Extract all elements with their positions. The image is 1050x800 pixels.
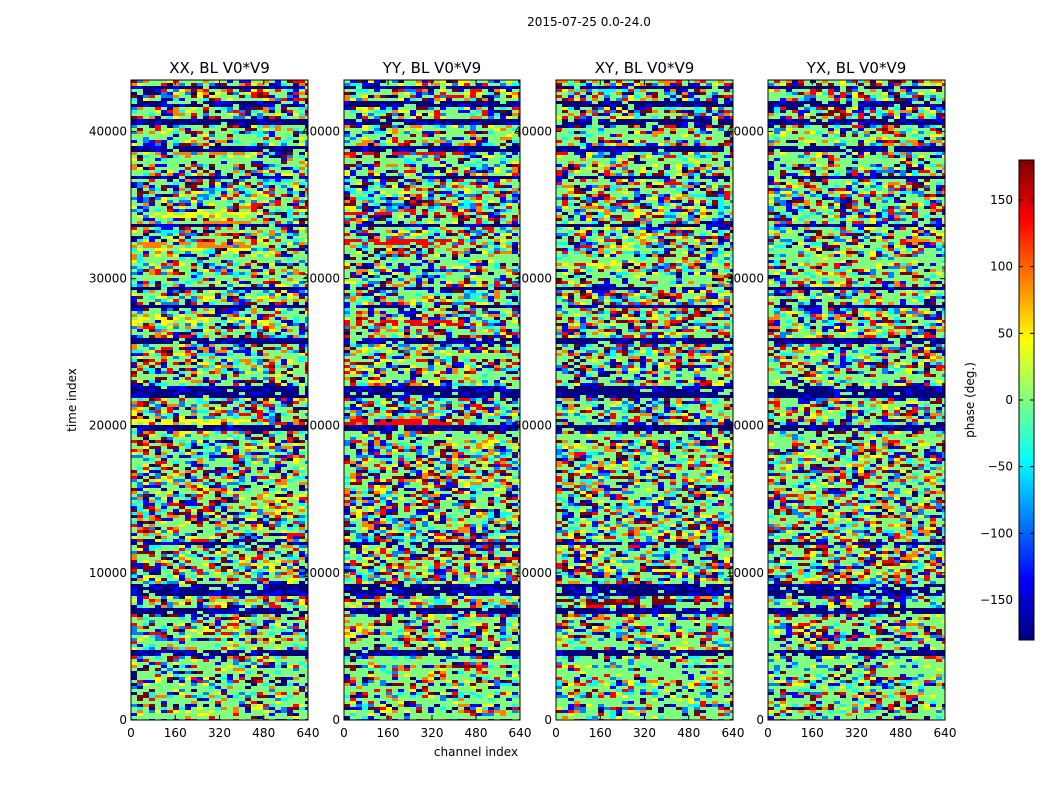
heatmap-yx (768, 80, 945, 720)
panel-yx: YX, BL V0*V9 0 160 320 480 640 0 10000 20000 300… (726, 59, 957, 740)
x-tick-label: 480 (252, 726, 275, 740)
y-tick-label: 20000 (726, 419, 764, 433)
colorbar-tick-label: 150 (990, 193, 1013, 207)
y-tick-label: 30000 (89, 272, 127, 286)
x-tick-label: 640 (722, 726, 745, 740)
heatmap-yy (344, 80, 520, 720)
panel-xy: XY, BL V0*V9 0 160 320 480 640 0 10000 20000 300… (514, 59, 745, 740)
x-tick-label: 480 (465, 726, 488, 740)
colorbar-tick-label: 0 (1005, 393, 1013, 407)
y-tick-label: 40000 (514, 124, 552, 138)
x-tick-label: 0 (552, 726, 560, 740)
y-tick-label: 40000 (726, 124, 764, 138)
ticks-xy: 0 160 320 480 640 0 10000 20000 30000 40000 (514, 80, 745, 740)
y-tick-label: 30000 (302, 272, 340, 286)
colorbar-tick-label: 50 (998, 326, 1013, 340)
colorbar-label: phase (deg.) (963, 362, 977, 438)
x-tick-label: 320 (633, 726, 656, 740)
colorbar-tick-label: −50 (988, 460, 1013, 474)
y-tick-label: 0 (119, 713, 127, 727)
ticks-xx: 0 160 320 480 640 0 10000 20000 30000 40000 (89, 80, 320, 740)
x-tick-label: 640 (934, 726, 957, 740)
x-tick-label: 480 (889, 726, 912, 740)
panel-title-xy: XY, BL V0*V9 (595, 59, 695, 77)
x-tick-label: 320 (208, 726, 231, 740)
y-tick-label: 10000 (302, 566, 340, 580)
ticks-yx: 0 160 320 480 640 0 10000 20000 30000 40000 (726, 80, 957, 740)
y-tick-label: 40000 (302, 124, 340, 138)
heatmap-xy (556, 80, 733, 720)
y-tick-label: 30000 (726, 272, 764, 286)
x-tick-label: 160 (377, 726, 400, 740)
colorbar-ticks: −150 −100 −50 0 50 100 150 (980, 193, 1034, 607)
ticks-yy: 0 160 320 480 640 0 10000 20000 30000 40000 (302, 80, 532, 740)
y-tick-label: 20000 (89, 419, 127, 433)
x-tick-label: 160 (801, 726, 824, 740)
x-tick-label: 160 (164, 726, 187, 740)
x-tick-label: 640 (509, 726, 532, 740)
y-tick-label: 40000 (89, 124, 127, 138)
x-axis-label: channel index (434, 745, 518, 759)
colorbar-tick-label: −150 (980, 593, 1013, 607)
y-tick-label: 20000 (302, 419, 340, 433)
figure-title: 2015-07-25 0.0-24.0 (527, 15, 651, 29)
y-tick-label: 10000 (89, 566, 127, 580)
y-tick-label: 10000 (514, 566, 552, 580)
y-tick-label: 10000 (726, 566, 764, 580)
x-tick-label: 640 (297, 726, 320, 740)
x-tick-label: 0 (127, 726, 135, 740)
y-tick-label: 0 (544, 713, 552, 727)
panel-title-yy: YY, BL V0*V9 (382, 59, 481, 77)
panel-yy: YY, BL V0*V9 0 160 320 480 640 0 10000 20000 300… (302, 59, 532, 740)
panel-title-xx: XX, BL V0*V9 (169, 59, 270, 77)
x-tick-label: 0 (764, 726, 772, 740)
y-tick-label: 0 (332, 713, 340, 727)
x-tick-label: 480 (677, 726, 700, 740)
panel-xx: XX, BL V0*V9 0 160 320 480 640 0 10000 20000 300… (89, 59, 320, 740)
y-tick-label: 30000 (514, 272, 552, 286)
colorbar: −150 −100 −50 0 50 100 150 phase (deg.) (963, 159, 1035, 641)
panel-title-yx: YX, BL V0*V9 (806, 59, 907, 77)
colorbar-tick-label: −100 (980, 526, 1013, 540)
y-axis-label: time index (65, 368, 79, 432)
x-tick-label: 320 (845, 726, 868, 740)
x-tick-label: 160 (589, 726, 612, 740)
y-tick-label: 20000 (514, 419, 552, 433)
colorbar-tick-label: 100 (990, 260, 1013, 274)
x-tick-label: 0 (340, 726, 348, 740)
heatmap-xx (131, 80, 308, 720)
x-tick-label: 320 (421, 726, 444, 740)
y-tick-label: 0 (756, 713, 764, 727)
